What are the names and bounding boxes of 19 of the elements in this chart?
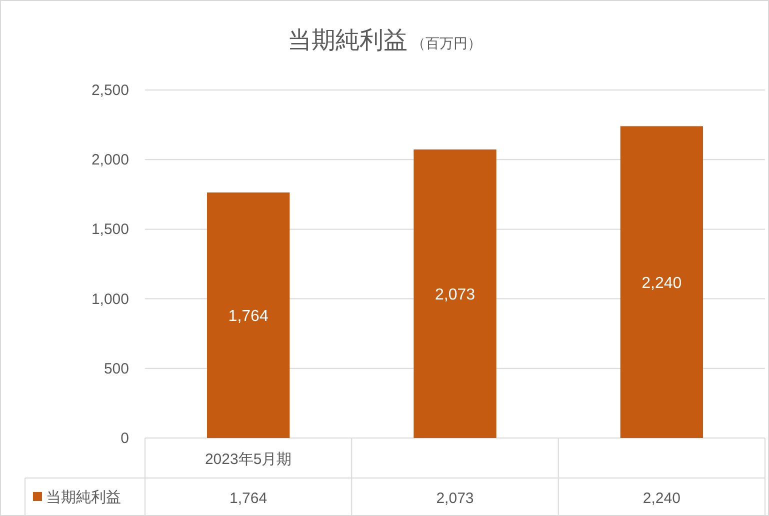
data-label: 1,764 (230, 490, 268, 507)
text: 2,073 (434, 286, 476, 304)
y-tick-label: 2,500 (91, 82, 129, 99)
data-label: 2,073 (436, 490, 474, 507)
chart-subtitle: （百万円） (412, 35, 482, 51)
legend-label: 当期純利益 (46, 489, 121, 506)
text: 2,240 (642, 275, 682, 292)
y-tick-label: 500 (104, 360, 129, 378)
chart-title: 当期純利益 (288, 27, 408, 54)
bar (414, 149, 496, 438)
y-tick-label: 0 (120, 430, 129, 447)
x-tick-label: 2023年5月期 (204, 451, 292, 468)
data-label: 2,240 (642, 490, 680, 507)
bar (620, 126, 703, 438)
text: 1,764 (228, 308, 268, 326)
y-tick-label: 2,000 (91, 152, 129, 169)
y-tick-label: 1,500 (91, 221, 129, 238)
y-tick-label: 1,000 (91, 290, 129, 308)
bar (207, 192, 290, 438)
